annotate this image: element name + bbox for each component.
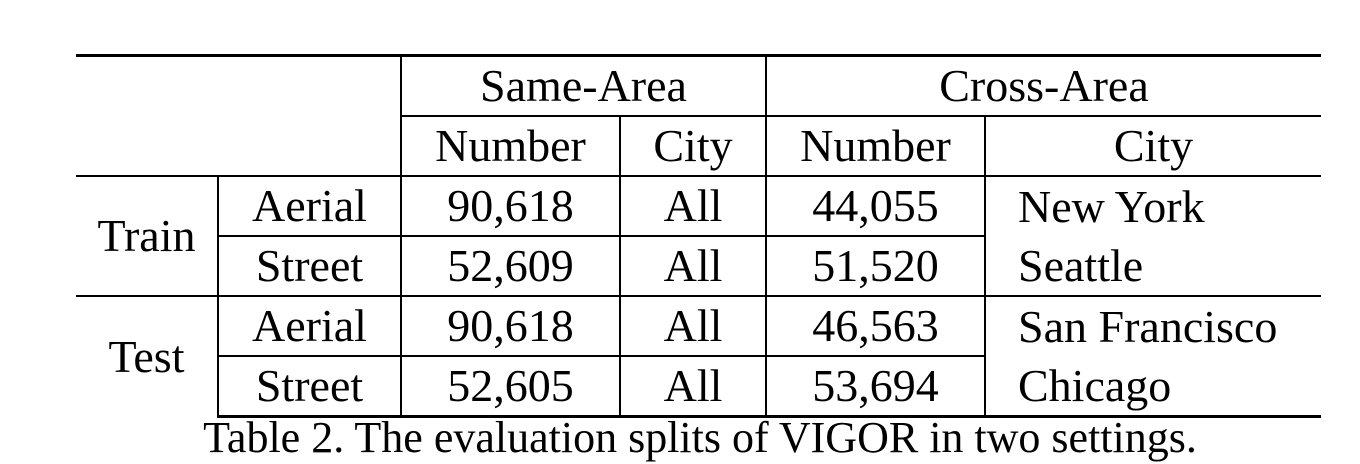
cross-city-cell: Seattle [1018,239,1144,291]
same-city-cell: All [620,295,767,357]
header-row-2: Number City Number City [76,116,1321,176]
row-type: Street [218,236,402,296]
table-caption: Table 2. The evaluation splits of VIGOR … [203,413,1197,462]
header-row-1: Same-Area Cross-Area [76,54,1321,117]
cross-number-cell: 51,520 [766,236,986,296]
table-row: Train Aerial 90,618 All 44,055 New York [76,175,1321,296]
same-number-cell: 52,605 [401,356,621,418]
header-empty-cell [76,54,402,116]
same-number-cell: 90,618 [401,175,621,237]
header-same-area: Same-Area [401,54,767,117]
same-number-cell: 52,609 [401,236,621,296]
same-city-cell: All [620,175,767,237]
cross-number-cell: 53,694 [766,356,986,418]
header-cross-area: Cross-Area [766,54,1321,117]
cross-city-cell: New York [985,175,1321,236]
cross-number-cell: 46,563 [766,295,986,357]
header-same-city: City [620,116,767,176]
cross-city-cell: Chicago [985,356,1321,418]
row-type: Aerial [218,295,402,357]
vigor-splits-table: Same-Area Cross-Area Number City Number … [76,54,1321,418]
row-type: Street [218,356,402,418]
header-cross-number: Number [766,116,986,176]
same-number-cell: 90,618 [401,295,621,357]
header-same-number: Number [401,116,621,176]
cross-number-cell: 44,055 [766,175,986,237]
row-type: Aerial [218,175,402,237]
table-row: Test Aerial 90,618 All 46,563 San Franci… [76,295,1321,417]
same-city-cell: All [620,236,767,296]
group-label-test: Test [76,295,219,417]
cross-city-cell: San Francisco [985,295,1321,356]
same-city-cell: All [620,356,767,418]
group-label-train: Train [76,175,219,296]
header-empty-cell [76,116,402,176]
table-row: Street 52,609 All 51,520 Seattle [76,236,1321,296]
header-cross-city: City [1113,120,1194,171]
table-row: Street 52,605 All 53,694 Chicago [76,356,1321,418]
